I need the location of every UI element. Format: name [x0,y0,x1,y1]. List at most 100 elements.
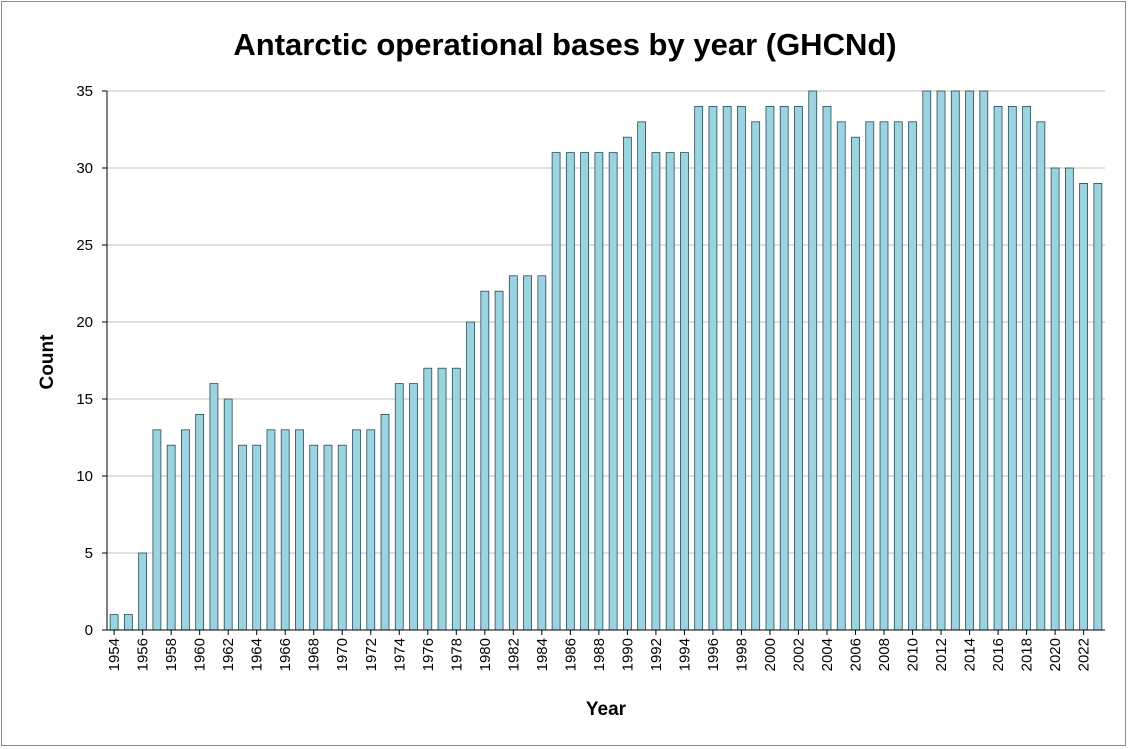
x-tick-label: 1960 [192,638,209,671]
x-tick-label: 1986 [562,638,579,671]
y-tick-label: 5 [85,545,93,562]
bar-1990 [622,136,632,631]
bar-1996 [708,106,718,631]
x-tick-label: 2016 [990,638,1007,671]
bar-1967 [295,429,304,631]
x-tick-label: 1968 [306,638,323,671]
bar-1987 [580,152,589,631]
bar-2011 [922,90,932,631]
y-axis-label: Count [37,334,58,390]
x-tick-label: 1962 [220,638,237,671]
x-tick-label: 1998 [733,638,750,671]
y-tick-label: 10 [76,468,93,485]
bar-2013 [950,90,960,631]
bar-2008 [879,121,889,631]
bar-1984 [537,275,547,631]
bar-1976 [423,367,433,631]
x-tick-label: 1956 [135,638,152,671]
x-tick-label: 1994 [676,638,693,671]
bar-2018 [1022,106,1031,631]
bar-1974 [394,383,404,631]
x-tick-label: 1978 [448,638,465,671]
y-tick-label: 0 [85,622,93,639]
bar-1983 [523,275,532,631]
bar-1989 [608,152,618,631]
x-tick-label: 2012 [933,638,950,671]
bar-1956 [138,552,148,631]
bar-2006 [851,136,860,631]
x-tick-label: 2014 [962,638,979,671]
bar-1979 [466,321,475,631]
bar-1963 [238,444,247,631]
bar-2021 [1064,167,1074,631]
bar-1969 [323,444,333,631]
bar-1962 [223,398,233,631]
bar-1968 [309,444,319,631]
x-tick-label: 1964 [249,638,266,671]
x-tick-label: 1970 [334,638,351,671]
bar-1957 [152,429,162,631]
bars [109,90,1103,631]
x-tick-label: 2018 [1019,638,1036,671]
x-tick-labels: 1954 1956 1958 1960 1962 1964 1966 1968 1970 1972… [106,630,1093,671]
bar-1965 [266,429,276,631]
x-tick-label: 1954 [106,638,123,671]
bar-2023 [1093,182,1103,631]
y-tick-label: 25 [76,237,93,254]
bar-1981 [494,290,504,631]
bar-1986 [565,152,575,631]
bar-1961 [209,383,219,631]
bar-2005 [836,121,846,631]
bar-2002 [794,106,803,631]
chart-title: Antarctic operational bases by year (GHC… [233,27,896,62]
x-tick-label: 1958 [163,638,180,671]
x-tick-label: 2002 [790,638,807,671]
x-tick-label: 2008 [876,638,893,671]
bar-1973 [380,413,390,631]
bar-1980 [480,290,490,631]
bar-2014 [965,90,974,631]
bar-2016 [993,106,1003,631]
bar-1997 [722,106,732,631]
y-tick-label: 20 [76,314,93,331]
x-tick-label: 1984 [534,638,551,671]
bar-1985 [551,152,561,631]
bar-1993 [665,152,675,631]
bar-1978 [451,367,461,631]
x-tick-label: 2000 [762,638,779,671]
bar-2015 [979,90,989,631]
x-tick-label: 1972 [363,638,380,671]
bar-1955 [123,614,133,631]
bar-1977 [437,367,447,631]
bar-1992 [651,152,661,631]
bar-2009 [893,121,903,631]
x-tick-label: 1976 [420,638,437,671]
x-axis-label: Year [586,699,627,720]
bar-2012 [936,90,946,631]
bar-2019 [1036,121,1046,631]
x-tick-label: 1982 [505,638,522,671]
bar-1958 [166,444,176,631]
bar-2003 [808,90,818,631]
bar-1988 [594,152,604,631]
bar-2010 [908,121,917,631]
bar-1970 [337,444,347,631]
bar-1975 [409,383,418,631]
bar-1999 [751,121,761,631]
bar-2007 [865,121,875,631]
bar-1964 [252,444,262,631]
bar-1998 [737,106,746,631]
bar-2022 [1079,182,1088,631]
x-tick-label: 1974 [391,638,408,671]
x-tick-label: 2022 [1076,638,1093,671]
bar-1994 [680,152,689,631]
bar-1966 [280,429,290,631]
bar-1991 [637,121,647,631]
bar-1972 [366,429,376,631]
bar-2004 [822,106,832,631]
x-tick-label: 2004 [819,638,836,671]
x-tick-label: 2020 [1047,638,1064,671]
bar-1959 [181,429,190,631]
axes [106,91,1105,631]
